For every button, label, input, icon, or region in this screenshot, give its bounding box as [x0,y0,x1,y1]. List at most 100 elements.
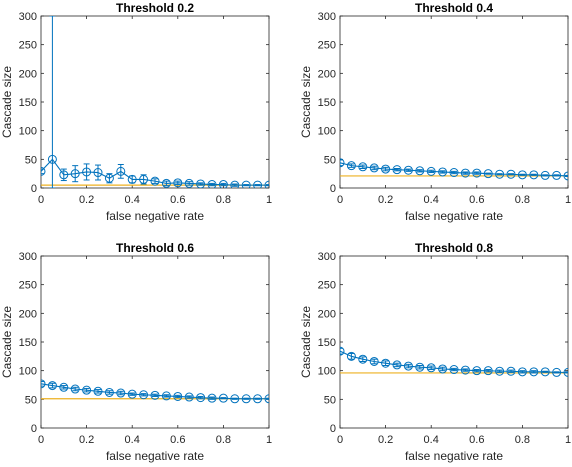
y-tick-label: 200 [19,68,37,80]
y-tick-label: 250 [19,280,37,292]
data-point [70,384,80,394]
data-point [369,163,379,173]
data-point [173,391,183,401]
data-point [230,180,240,188]
x-tick-label: 0.2 [79,194,94,206]
data-point [150,176,160,186]
data-point [346,351,356,361]
y-tick-label: 300 [19,11,37,23]
y-tick-label: 250 [19,40,37,52]
data-point [161,178,171,188]
plot-data [41,16,269,188]
x-tick-label: 0.8 [515,194,530,206]
data-point [358,162,368,172]
x-axis-label: false negative rate [106,449,204,463]
data-point [196,179,206,188]
data-point [506,366,516,376]
y-axis-label: Cascade size [0,66,14,138]
x-tick-label: 0.6 [170,194,185,206]
data-point [552,367,562,377]
data-point [127,389,137,399]
data-point [253,180,263,188]
data-point [116,166,126,176]
y-tick-label: 100 [19,366,37,378]
data-point [82,385,92,395]
y-tick-label: 250 [318,40,336,52]
chart-title: Threshold 0.2 [116,1,194,15]
x-tick-label: 1 [565,194,571,206]
x-tick-label: 0.8 [515,434,530,446]
x-tick-label: 0 [337,434,343,446]
y-tick-label: 100 [19,126,37,138]
x-tick-label: 1 [266,434,272,446]
data-point [116,388,126,398]
plot-data [41,379,269,404]
data-point [207,393,217,403]
data-point [104,387,114,397]
y-tick-label: 250 [318,280,336,292]
data-point [483,169,493,179]
y-axis-label: Cascade size [0,306,14,378]
data-point [449,365,459,375]
y-tick-label: 50 [324,394,336,406]
y-tick-label: 100 [318,366,336,378]
data-point [207,180,217,188]
y-tick-label: 0 [31,423,37,435]
x-tick-label: 0.8 [216,434,231,446]
plot-data [340,346,568,377]
chart-title: Threshold 0.6 [116,241,194,255]
y-tick-label: 150 [19,97,37,109]
y-tick-label: 50 [25,394,37,406]
plot-data [340,158,568,181]
y-tick-label: 300 [318,251,336,263]
data-point [517,367,527,377]
y-axis-label: Cascade size [299,66,313,138]
data-point [70,169,80,179]
y-tick-label: 200 [318,68,336,80]
data-point [460,365,470,375]
y-tick-label: 100 [318,126,336,138]
data-point [415,166,425,176]
data-point [426,166,436,176]
x-tick-label: 0.4 [125,434,140,446]
data-point [438,364,448,374]
x-tick-label: 0.4 [125,194,140,206]
data-point [184,392,194,402]
data-point [358,354,368,364]
y-tick-label: 50 [324,154,336,166]
data-point [563,171,568,181]
data-point [241,394,251,404]
data-point [59,170,69,180]
y-axis-label: Cascade size [299,306,313,378]
data-point [93,386,103,396]
data-point [415,362,425,372]
subplot-2: 0 50 100 150 200 250 300 0 0.2 0.4 0.6 0.8 1 Threshol… [299,1,571,223]
subplot-4: 0 50 100 150 200 250 300 0 0.2 0.4 0.6 0.8 1 Threshol… [299,241,571,463]
data-point [218,393,228,403]
data-point [483,366,493,376]
x-axis-label: false negative rate [106,209,204,223]
data-point [346,161,356,171]
data-point [161,391,171,401]
y-tick-label: 150 [318,337,336,349]
data-point [184,178,194,188]
data-point [41,379,46,389]
axes-box [40,15,270,189]
x-tick-label: 0.2 [378,194,393,206]
y-tick-label: 0 [31,183,37,195]
data-point [517,170,527,180]
data-point [139,390,149,400]
data-point [552,170,562,180]
data-point [403,361,413,371]
x-tick-label: 0.8 [216,194,231,206]
data-point [563,367,568,377]
data-point [438,167,448,177]
data-point [253,394,263,404]
data-point [264,394,269,404]
data-point [472,366,482,376]
x-axis-label: false negative rate [405,449,503,463]
data-point [59,382,69,392]
x-tick-label: 0 [38,194,44,206]
x-tick-label: 1 [266,194,272,206]
